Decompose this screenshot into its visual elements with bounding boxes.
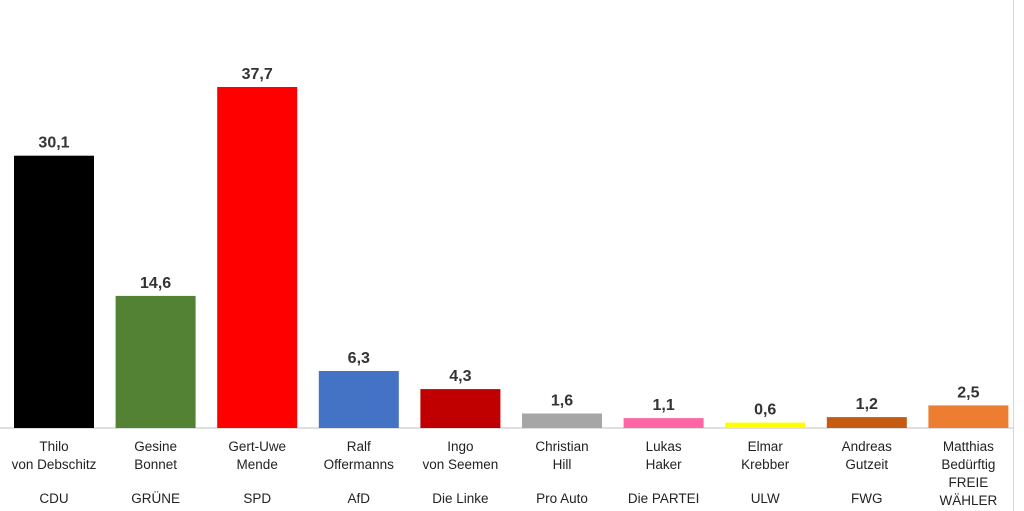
bar-2 (217, 87, 298, 428)
party-label-8: FWG (851, 491, 883, 506)
party-label-1: GRÜNE (131, 491, 180, 506)
value-label-0: 30,1 (38, 135, 69, 152)
candidate-label-1-0: Gesine (134, 439, 177, 454)
party-label-3: AfD (348, 491, 371, 506)
candidate-label-7-1: Krebber (741, 457, 790, 472)
frame-right-border (1013, 0, 1014, 511)
party-label-0: CDU (39, 491, 68, 506)
bar-1 (115, 295, 196, 428)
candidate-label-5-1: Hill (553, 457, 572, 472)
candidate-label-6-0: Lukas (646, 439, 682, 454)
value-label-1: 14,6 (140, 275, 171, 292)
value-label-2: 37,7 (242, 66, 273, 83)
party-label-5: Pro Auto (536, 491, 588, 506)
bar-5 (522, 413, 602, 428)
bar-8 (826, 417, 907, 428)
value-label-3: 6,3 (348, 350, 370, 367)
value-labels-group: 30,1 14,6 37,7 6,3 4,3 1,6 1,1 0,6 1,2 2,5 (38, 66, 979, 419)
value-label-6: 1,1 (652, 397, 674, 414)
candidate-label-0-1: von Debschitz (12, 457, 97, 472)
bars-group (14, 87, 1009, 428)
bar-6 (623, 418, 704, 428)
party-label-2: SPD (243, 491, 271, 506)
bar-9 (928, 405, 1009, 428)
candidate-label-7-0: Elmar (748, 439, 784, 454)
candidate-label-6-1: Haker (646, 457, 683, 472)
candidate-label-1-1: Bonnet (134, 457, 177, 472)
value-label-8: 1,2 (856, 396, 878, 413)
candidate-label-4-1: von Seemen (422, 457, 498, 472)
candidate-label-5-0: Christian (535, 439, 588, 454)
candidate-label-0-0: Thilo (39, 439, 68, 454)
candidate-label-2-0: Gert-Uwe (228, 439, 286, 454)
candidate-label-8-1: Gutzeit (845, 457, 888, 472)
value-label-4: 4,3 (449, 368, 471, 385)
candidate-label-9-0: Matthias (943, 439, 994, 454)
candidate-label-4-0: Ingo (447, 439, 473, 454)
bar-3 (318, 371, 399, 428)
party-label-7: ULW (751, 491, 780, 506)
bar-4 (420, 389, 501, 428)
candidate-label-2-1: Mende (237, 457, 278, 472)
bar-7 (725, 422, 806, 428)
value-label-5: 1,6 (551, 393, 573, 410)
party-label-6: Die PARTEI (628, 491, 700, 506)
party-label-4: Die Linke (432, 491, 488, 506)
candidate-label-8-0: Andreas (842, 439, 893, 454)
candidate-label-9-1: Bedürftig (941, 457, 995, 472)
category-labels-group: Thilo von Debschitz CDU Gesine Bonnet GRÜNE Ge… (12, 439, 998, 508)
candidate-label-3-0: Ralf (347, 439, 371, 454)
value-label-9: 2,5 (957, 384, 979, 401)
candidate-label-3-1: Offermanns (324, 457, 395, 472)
candidate-label-9-3: WÄHLER (940, 493, 998, 508)
bar-0 (14, 155, 94, 428)
candidate-label-9-2: FREIE (949, 475, 989, 490)
value-label-7: 0,6 (754, 402, 776, 419)
